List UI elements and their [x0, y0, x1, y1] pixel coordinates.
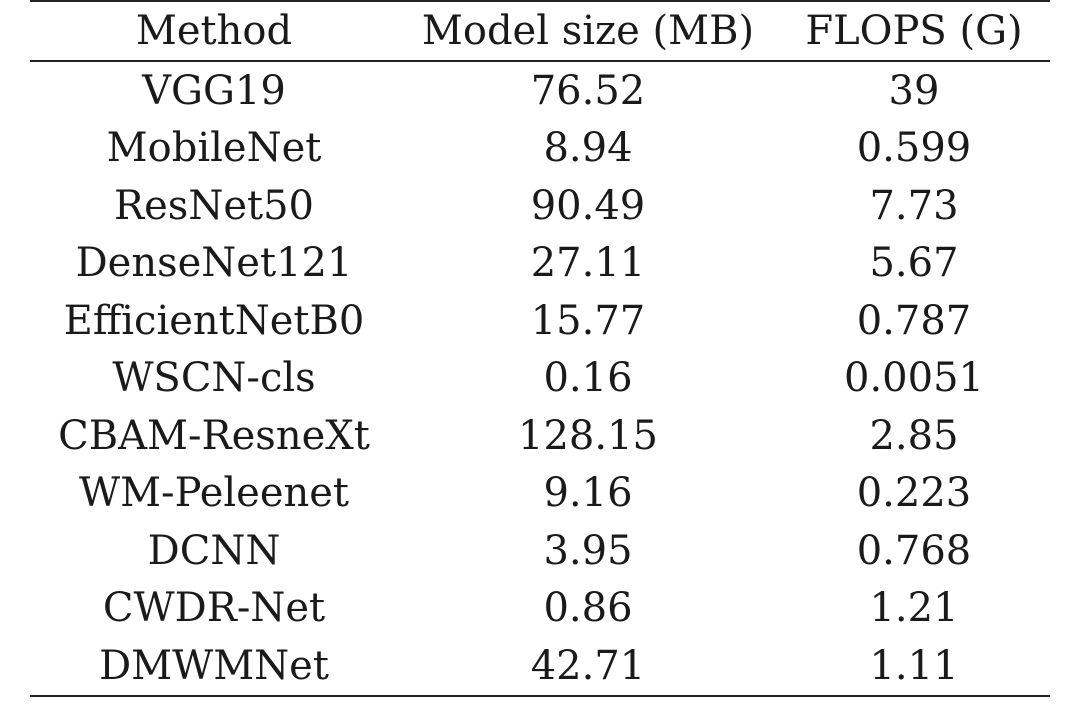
model-size-cell: 8.94 [543, 125, 633, 172]
method-cell: DCNN [147, 527, 281, 574]
table-row: EfficientNetB0 15.77 0.787 [30, 292, 1050, 350]
table-row: CWDR-Net 0.86 1.21 [30, 580, 1050, 638]
flops-cell: 5.67 [869, 240, 959, 287]
model-size-cell: 0.86 [543, 585, 633, 632]
table-row: DCNN 3.95 0.768 [30, 522, 1050, 580]
table-row: DMWMNet 42.71 1.11 [30, 637, 1050, 696]
header-model-size: Model size (MB) [421, 8, 755, 54]
method-cell: ResNet50 [114, 182, 314, 229]
method-cell: MobileNet [106, 125, 322, 172]
model-size-cell: 90.49 [530, 182, 646, 229]
flops-cell: 1.21 [869, 585, 959, 632]
table-row: DenseNet121 27.11 5.67 [30, 235, 1050, 293]
method-cell: DMWMNet [99, 642, 329, 689]
flops-cell: 39 [888, 67, 940, 114]
method-cell: WM-Peleenet [78, 470, 350, 517]
method-cell: EfficientNetB0 [63, 297, 365, 344]
table-row: ResNet50 90.49 7.73 [30, 177, 1050, 235]
table-row: CBAM-ResneXt 128.15 2.85 [30, 407, 1050, 465]
flops-cell: 0.768 [856, 527, 972, 574]
flops-cell: 2.85 [869, 412, 959, 459]
flops-cell: 0.223 [856, 470, 972, 517]
comparison-table: Method Model size (MB) FLOPS (G) VGG19 76… [30, 0, 1050, 697]
model-size-cell: 42.71 [530, 642, 646, 689]
model-size-cell: 0.16 [543, 355, 633, 402]
method-cell: CBAM-ResneXt [58, 412, 370, 459]
flops-cell: 0.599 [856, 125, 972, 172]
model-size-cell: 15.77 [530, 297, 646, 344]
table-row: VGG19 76.52 39 [30, 61, 1050, 120]
table-row: WM-Peleenet 9.16 0.223 [30, 465, 1050, 523]
model-size-cell: 3.95 [543, 527, 633, 574]
table-header-row: Method Model size (MB) FLOPS (G) [30, 1, 1050, 61]
model-size-cell: 128.15 [518, 412, 658, 459]
flops-cell: 7.73 [869, 182, 959, 229]
flops-cell: 0.787 [856, 297, 972, 344]
flops-cell: 0.0051 [844, 355, 984, 402]
table-body: VGG19 76.52 39 MobileNet 8.94 0.599 ResNet50 90… [30, 61, 1050, 696]
method-cell: CWDR-Net [102, 585, 326, 632]
model-size-cell: 9.16 [543, 470, 633, 517]
flops-cell: 1.11 [869, 642, 959, 689]
table-row: WSCN-cls 0.16 0.0051 [30, 350, 1050, 408]
model-size-cell: 27.11 [530, 240, 646, 287]
method-cell: DenseNet121 [75, 240, 353, 287]
model-size-cell: 76.52 [530, 67, 646, 114]
header-method: Method [135, 8, 293, 54]
comparison-table-container: Method Model size (MB) FLOPS (G) VGG19 76… [30, 0, 1050, 697]
method-cell: WSCN-cls [112, 355, 316, 402]
table-row: MobileNet 8.94 0.599 [30, 120, 1050, 178]
method-cell: VGG19 [142, 67, 286, 114]
header-flops: FLOPS (G) [805, 8, 1023, 54]
